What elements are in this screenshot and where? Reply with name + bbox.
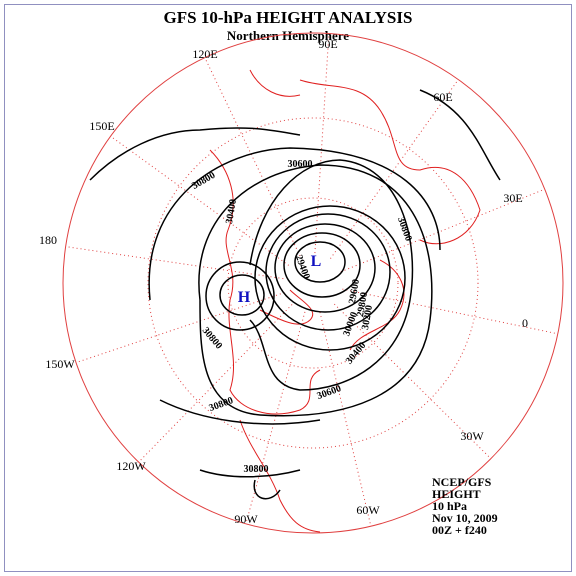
meridian: [204, 57, 301, 257]
longitude-label: 120W: [116, 459, 146, 473]
meridian: [342, 288, 558, 335]
meridian: [75, 292, 285, 364]
longitude-label: 90W: [234, 512, 258, 526]
contour-label: 29800: [355, 291, 370, 318]
latitude-circle: [227, 197, 399, 369]
meridian: [138, 304, 293, 463]
contour-label: 30200: [360, 304, 375, 331]
pressure-center: H: [238, 289, 251, 306]
longitude-label: 150E: [89, 119, 114, 133]
info-line: 00Z + f240: [432, 523, 487, 537]
latitude-circle: [147, 117, 479, 449]
longitude-label: 150W: [45, 357, 75, 371]
longitude-label: 30E: [503, 191, 522, 205]
meridian: [314, 33, 330, 254]
meridians: [65, 33, 558, 527]
coastlines: [209, 69, 481, 533]
meridian: [65, 246, 284, 280]
map-title: GFS 10-hPa HEIGHT ANALYSIS: [164, 8, 413, 27]
longitude-label: 0: [522, 316, 528, 330]
contour-label: 30600: [288, 159, 313, 170]
meridian: [110, 135, 290, 266]
info-line: NCEP/GFS: [432, 475, 492, 489]
labels: 90E 60E 30E 0 30W 60W 90W 120W 150W 180 150E 120E 30…: [39, 37, 528, 537]
contour-label: 29600: [347, 278, 362, 305]
meridian: [333, 303, 492, 460]
longitude-label: 30W: [460, 429, 484, 443]
frame: [4, 4, 572, 572]
equator: [62, 32, 564, 534]
contour-label: 30400: [224, 198, 239, 225]
contour-label: 30800: [244, 464, 269, 475]
longitude-label: 90E: [318, 37, 337, 51]
longitude-label: 180: [39, 233, 57, 247]
meridian: [340, 188, 545, 273]
height-contours: [89, 89, 501, 500]
longitude-label: 60E: [433, 90, 452, 104]
pressure-center: L: [311, 253, 322, 270]
meridian: [319, 312, 372, 527]
longitude-label: 60W: [356, 503, 380, 517]
meridian: [245, 311, 306, 524]
info-line: 10 hPa: [432, 499, 467, 513]
meridian: [330, 79, 459, 259]
longitude-label: 120E: [192, 47, 217, 61]
info-line: HEIGHT: [432, 487, 481, 501]
info-line: Nov 10, 2009: [432, 511, 498, 525]
